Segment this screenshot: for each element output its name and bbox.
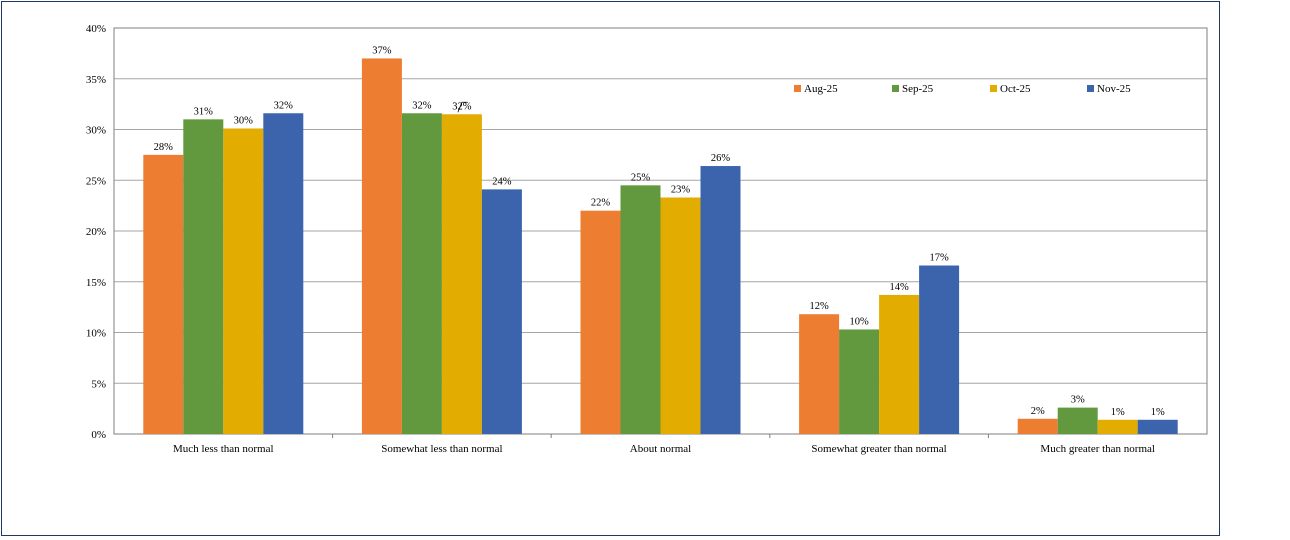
- data-label: 14%: [889, 282, 909, 293]
- legend-label: Nov-25: [1097, 83, 1131, 95]
- x-tick-label: Much greater than normal: [1040, 443, 1155, 455]
- bar-nov-25: [919, 265, 960, 434]
- legend-label: Aug-25: [804, 83, 838, 95]
- y-tick-label: 30%: [86, 125, 106, 137]
- data-label: 1%: [1111, 407, 1125, 418]
- bar-aug-25: [580, 210, 621, 434]
- bar-aug-25: [143, 154, 184, 434]
- data-label: 32%: [412, 100, 432, 111]
- data-label: 3%: [1071, 395, 1085, 406]
- data-label: 2%: [1031, 406, 1045, 417]
- bar-nov-25: [1137, 419, 1178, 434]
- data-label: 37%: [372, 45, 392, 56]
- y-tick-label: 15%: [86, 277, 106, 289]
- y-tick-label: 40%: [86, 23, 106, 35]
- data-label: 12%: [809, 301, 829, 312]
- data-label: 24%: [492, 176, 512, 187]
- bar-nov-25: [700, 166, 741, 435]
- bar-sep-25: [839, 329, 880, 434]
- legend-swatch: [1087, 85, 1094, 92]
- data-label: 32%: [452, 101, 472, 112]
- y-tick-label: 25%: [86, 175, 106, 187]
- data-label: 23%: [671, 185, 691, 196]
- bar-oct-25: [223, 128, 264, 435]
- data-label: 10%: [849, 316, 869, 327]
- leader-line: [457, 101, 468, 113]
- bar-oct-25: [441, 114, 482, 435]
- x-tick-label: Much less than normal: [173, 443, 274, 455]
- bar-sep-25: [401, 113, 442, 434]
- data-label: 22%: [591, 198, 611, 209]
- bar-aug-25: [1017, 418, 1058, 434]
- bar-aug-25: [361, 58, 402, 434]
- x-tick-label: Somewhat less than normal: [381, 443, 502, 455]
- legend-label: Oct-25: [1000, 83, 1031, 95]
- bar-aug-25: [799, 314, 840, 434]
- legend-label: Sep-25: [902, 83, 934, 95]
- data-label: 1%: [1151, 407, 1165, 418]
- data-label: 25%: [631, 172, 651, 183]
- bar-oct-25: [660, 197, 701, 434]
- data-label: 26%: [711, 153, 731, 164]
- bar-oct-25: [879, 294, 920, 434]
- bar-sep-25: [183, 119, 224, 434]
- bar-sep-25: [620, 185, 661, 434]
- data-label: 31%: [194, 106, 214, 117]
- legend-swatch: [794, 85, 801, 92]
- legend-swatch: [892, 85, 899, 92]
- bar-chart: 0% 5% 10% 15% 20% 25% 30% 35% 40% 28% 31% 30% 32% Muc…: [86, 23, 1208, 455]
- y-tick-label: 5%: [91, 378, 106, 390]
- y-tick-label: 20%: [86, 226, 106, 238]
- bar-sep-25: [1057, 407, 1098, 434]
- chart-frame: 0% 5% 10% 15% 20% 25% 30% 35% 40% 28% 31% 30% 32% Muc…: [1, 1, 1220, 536]
- x-tick-label: About normal: [630, 443, 691, 455]
- legend-swatch: [990, 85, 997, 92]
- data-label: 32%: [274, 100, 294, 111]
- data-label: 30%: [234, 115, 254, 126]
- y-tick-label: 35%: [86, 74, 106, 86]
- x-tick-label: Somewhat greater than normal: [811, 443, 946, 455]
- y-tick-label: 10%: [86, 328, 106, 340]
- bar-nov-25: [263, 113, 304, 434]
- y-tick-label: 0%: [91, 429, 106, 441]
- bar-oct-25: [1097, 419, 1138, 434]
- data-label: 17%: [929, 253, 949, 264]
- bar-nov-25: [481, 189, 522, 434]
- data-label: 28%: [154, 142, 174, 153]
